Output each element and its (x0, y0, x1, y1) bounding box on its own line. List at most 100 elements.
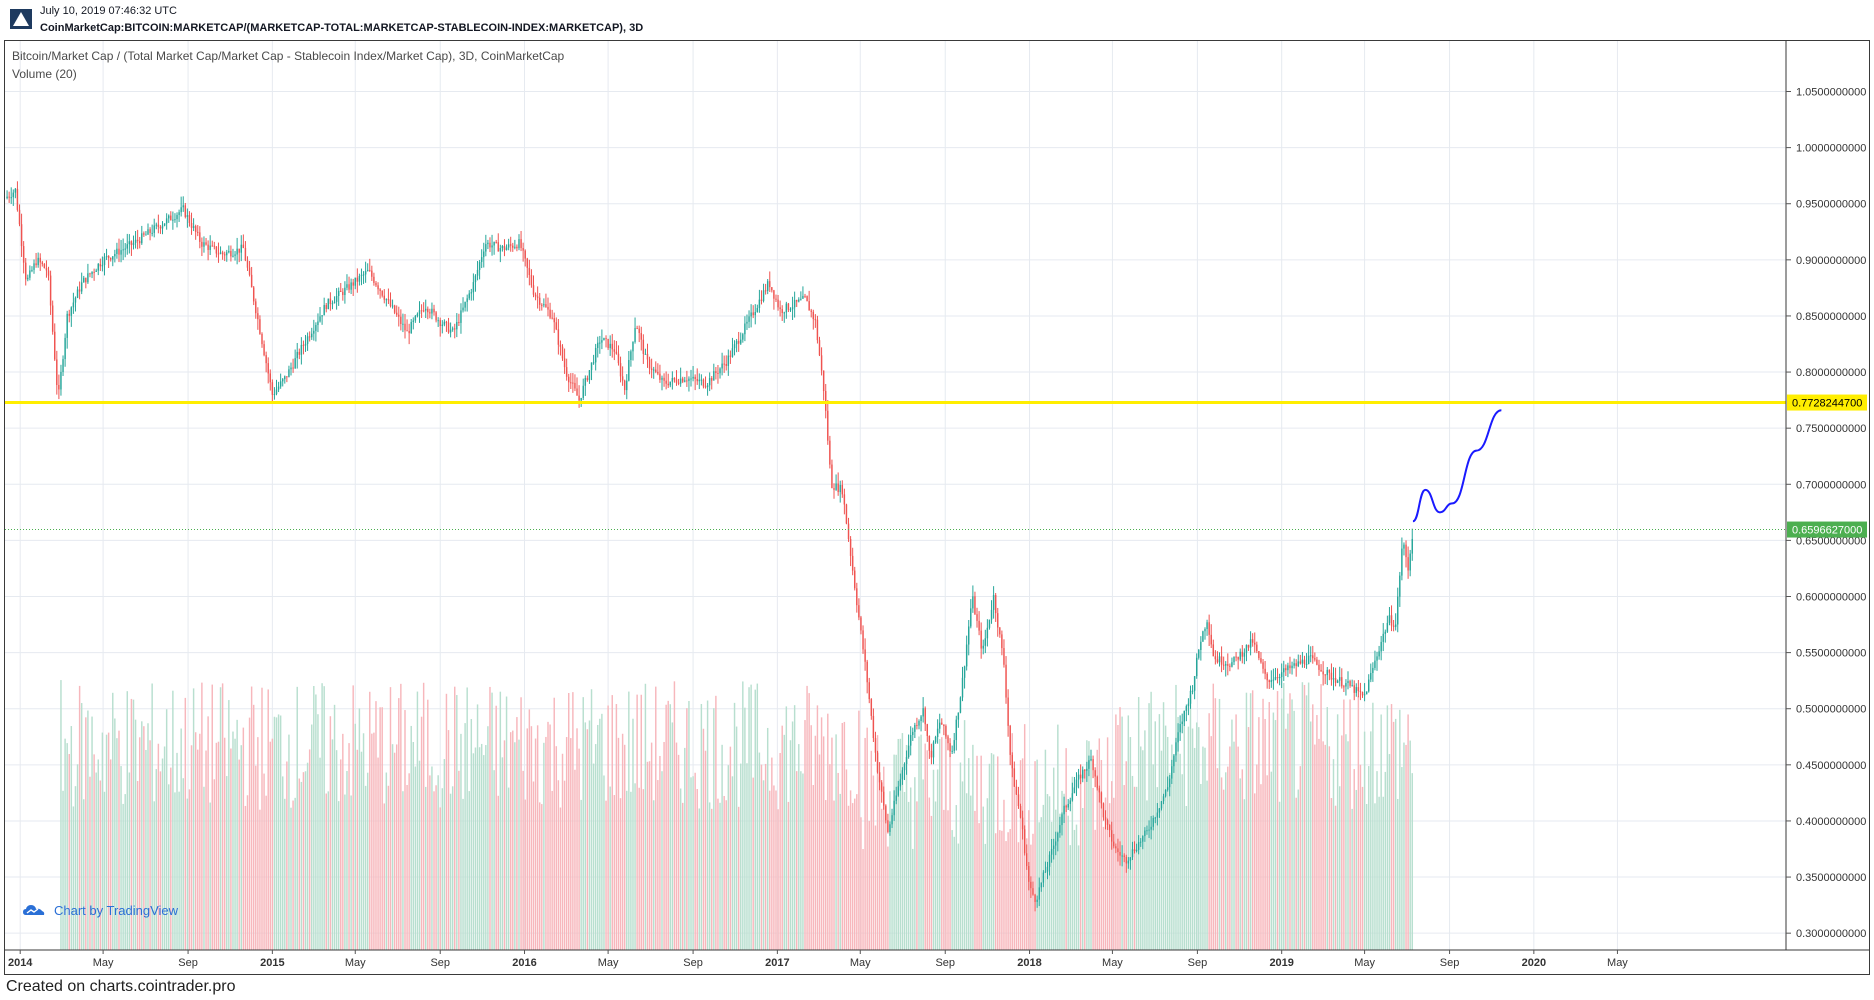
volume-bar (576, 728, 578, 950)
volume-bar (851, 803, 854, 950)
volume-bar (806, 685, 808, 950)
candle-body (1071, 793, 1074, 801)
candle-body (959, 697, 962, 713)
candle-body (588, 370, 591, 381)
volume-bar (369, 691, 371, 950)
volume-bar (719, 802, 721, 950)
volume-label: Volume (20) (12, 67, 77, 81)
tradingview-attribution[interactable]: Chart by TradingView (22, 902, 178, 918)
volume-bar (1001, 830, 1003, 950)
volume-bar (586, 729, 589, 950)
candle-body (1160, 801, 1163, 809)
candle-body (590, 362, 593, 371)
candle-body (480, 257, 483, 263)
candle-body (764, 290, 767, 292)
volume-bar (547, 721, 549, 950)
volume-bar (76, 764, 79, 950)
volume-bar (217, 741, 220, 950)
volume-bar (420, 716, 423, 950)
candle-body (1187, 703, 1190, 707)
candle-body (1324, 674, 1326, 676)
volume-bar (412, 742, 415, 950)
price-axis-label: 0.8000000000 (1796, 367, 1866, 379)
volume-bar (1096, 749, 1098, 950)
candle-body (615, 351, 618, 354)
candle-body (561, 346, 564, 359)
candle-body (130, 241, 133, 246)
volume-bar (727, 765, 730, 950)
volume-bar (642, 789, 645, 950)
candle-body (105, 256, 108, 258)
volume-bar (777, 809, 779, 950)
volume-bar (1179, 753, 1181, 950)
candle-body (978, 620, 980, 631)
volume-bar (715, 695, 717, 950)
candle-body (1164, 789, 1167, 797)
candle-body (470, 292, 473, 294)
candle-body (95, 270, 97, 272)
candle-body (485, 244, 487, 252)
candle-body (161, 225, 164, 229)
volume-bar (1108, 803, 1111, 950)
candle-body (1270, 680, 1273, 683)
candle-body (427, 308, 429, 313)
volume-bar (771, 757, 773, 950)
volume-bar (1175, 684, 1177, 950)
candle-body (686, 380, 688, 382)
volume-bar (704, 750, 707, 950)
candle-body (1195, 657, 1198, 677)
volume-bar (323, 686, 325, 950)
volume-bar (1123, 785, 1125, 950)
candle-body (669, 381, 672, 386)
candle-body (445, 321, 448, 323)
volume-bar (462, 798, 464, 950)
volume-bar (360, 751, 363, 950)
candle-body (1320, 669, 1322, 672)
candle-body (530, 275, 533, 286)
chart-frame[interactable] (4, 40, 1870, 975)
volume-bar (72, 806, 75, 950)
volume-bar (636, 694, 638, 950)
candle-body (1121, 855, 1123, 857)
volume-bar (1026, 838, 1028, 950)
volume-bar (729, 746, 732, 950)
chart-canvas[interactable]: 1.0500000000 1.0000000000 0.9500000000 0.90… (0, 0, 1874, 975)
candle-body (526, 258, 529, 268)
candle-body (192, 226, 195, 228)
volume-bar (1081, 808, 1084, 950)
volume-bar (1059, 813, 1061, 950)
candle-body (1032, 888, 1034, 895)
candle-body (903, 763, 906, 771)
candle-body (704, 386, 707, 388)
volume-bar (953, 836, 955, 950)
volume-bar (731, 776, 734, 950)
candle-body (1254, 642, 1256, 645)
candle-body (60, 371, 62, 390)
candle-body (391, 305, 394, 307)
candle-body (331, 303, 334, 305)
volume-bar (717, 798, 719, 950)
volume-bar (1098, 738, 1101, 950)
candle-body (157, 224, 160, 227)
candle-body (375, 282, 377, 286)
volume-bar (990, 753, 993, 950)
time-axis-label: May (598, 957, 619, 969)
volume-bar (153, 801, 155, 950)
volume-bar (240, 745, 242, 950)
candle-body (269, 373, 272, 383)
volume-bar (1285, 728, 1287, 950)
candle-body (1297, 661, 1299, 667)
candle-body (203, 242, 205, 247)
volume-bar (422, 682, 425, 950)
volume-bar (746, 763, 748, 950)
candle-body (1278, 677, 1281, 679)
candle-body (549, 309, 551, 318)
candle-body (769, 281, 771, 288)
volume-bar (219, 687, 222, 950)
candle-body (820, 355, 823, 371)
candle-body (897, 786, 899, 796)
candle-body (288, 369, 290, 378)
volume-bar (696, 788, 698, 950)
volume-bar (60, 680, 62, 950)
volume-bar (437, 775, 439, 950)
